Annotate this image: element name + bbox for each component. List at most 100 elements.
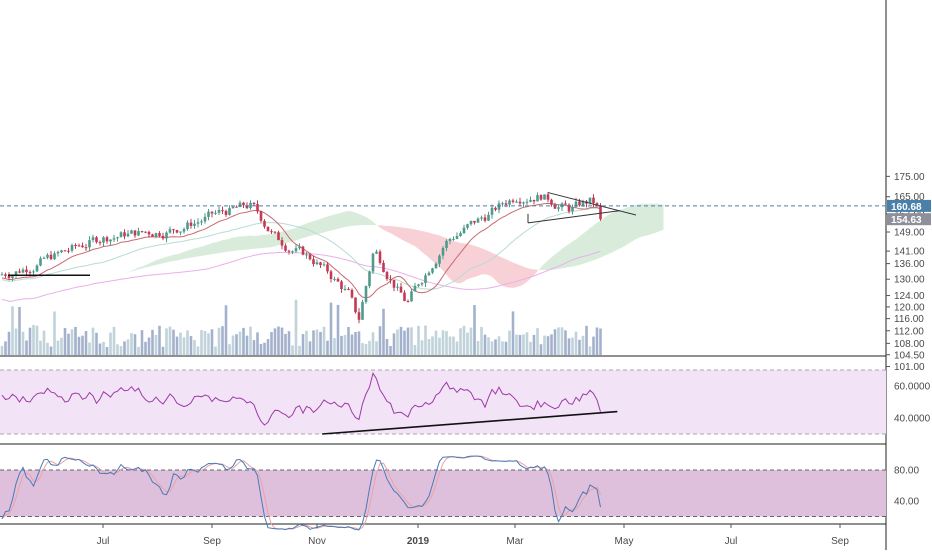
candle[interactable] bbox=[64, 250, 67, 251]
candle[interactable] bbox=[592, 194, 595, 207]
candle[interactable] bbox=[260, 211, 263, 223]
reference-price-tag[interactable]: 160.68 bbox=[887, 200, 931, 213]
candle[interactable] bbox=[67, 248, 70, 254]
candle[interactable] bbox=[207, 209, 210, 220]
candle[interactable] bbox=[71, 244, 74, 253]
candle[interactable] bbox=[295, 244, 298, 253]
candle[interactable] bbox=[60, 250, 63, 253]
candle[interactable] bbox=[480, 216, 483, 221]
candle[interactable] bbox=[340, 280, 343, 293]
candle[interactable] bbox=[183, 228, 186, 234]
candle[interactable] bbox=[144, 231, 147, 233]
candle[interactable] bbox=[232, 206, 235, 209]
candle[interactable] bbox=[536, 192, 539, 201]
candle[interactable] bbox=[22, 268, 25, 274]
candle-series[interactable] bbox=[1, 192, 602, 323]
candle[interactable] bbox=[263, 219, 266, 229]
candle[interactable] bbox=[298, 243, 301, 250]
candle[interactable] bbox=[333, 277, 336, 281]
candle[interactable] bbox=[106, 236, 109, 244]
candle[interactable] bbox=[533, 200, 536, 205]
candle[interactable] bbox=[473, 221, 476, 225]
candle[interactable] bbox=[78, 244, 81, 247]
candle[interactable] bbox=[470, 221, 473, 226]
candle[interactable] bbox=[344, 285, 347, 291]
candle[interactable] bbox=[242, 202, 245, 208]
candle[interactable] bbox=[200, 219, 203, 225]
candle[interactable] bbox=[141, 231, 144, 233]
candle[interactable] bbox=[288, 250, 291, 255]
candle[interactable] bbox=[358, 308, 361, 323]
candle[interactable] bbox=[130, 230, 133, 234]
candle[interactable] bbox=[43, 257, 46, 260]
candle[interactable] bbox=[120, 231, 123, 237]
last-price-tag[interactable]: 154.63 bbox=[887, 213, 931, 226]
candle[interactable] bbox=[428, 271, 431, 276]
candle[interactable] bbox=[137, 228, 140, 236]
candle[interactable] bbox=[1, 272, 4, 275]
candle[interactable] bbox=[113, 235, 116, 242]
candle[interactable] bbox=[417, 284, 420, 287]
candle[interactable] bbox=[540, 194, 543, 201]
candle[interactable] bbox=[323, 262, 326, 267]
candle[interactable] bbox=[228, 205, 231, 215]
candle[interactable] bbox=[347, 287, 350, 290]
candle[interactable] bbox=[312, 255, 315, 266]
candle[interactable] bbox=[389, 275, 392, 284]
candle[interactable] bbox=[456, 232, 459, 239]
candle[interactable] bbox=[134, 230, 137, 237]
candle[interactable] bbox=[585, 200, 588, 207]
candle[interactable] bbox=[459, 231, 462, 237]
candle[interactable] bbox=[162, 233, 165, 241]
candle[interactable] bbox=[379, 250, 382, 265]
candle[interactable] bbox=[498, 201, 501, 214]
candle[interactable] bbox=[403, 290, 406, 301]
candle[interactable] bbox=[88, 236, 91, 251]
candle[interactable] bbox=[571, 204, 574, 214]
candle[interactable] bbox=[431, 268, 434, 274]
candle[interactable] bbox=[165, 231, 168, 242]
candle[interactable] bbox=[501, 202, 504, 207]
candle[interactable] bbox=[214, 210, 217, 215]
candle[interactable] bbox=[564, 201, 567, 205]
candle[interactable] bbox=[512, 199, 515, 204]
candle[interactable] bbox=[197, 218, 200, 227]
candle[interactable] bbox=[386, 271, 389, 281]
candle[interactable] bbox=[109, 239, 112, 245]
candle[interactable] bbox=[522, 201, 525, 207]
candle[interactable] bbox=[382, 260, 385, 272]
candle[interactable] bbox=[218, 207, 221, 215]
candle[interactable] bbox=[36, 264, 39, 272]
candle[interactable] bbox=[284, 243, 287, 252]
candle[interactable] bbox=[375, 250, 378, 255]
candle[interactable] bbox=[211, 211, 214, 217]
candle[interactable] bbox=[235, 205, 238, 207]
candle[interactable] bbox=[302, 246, 305, 256]
candle[interactable] bbox=[253, 202, 256, 205]
candle[interactable] bbox=[414, 283, 417, 292]
candle[interactable] bbox=[225, 210, 228, 217]
price-panel[interactable] bbox=[0, 192, 886, 355]
candle[interactable] bbox=[494, 207, 497, 212]
candle[interactable] bbox=[550, 199, 553, 207]
candle[interactable] bbox=[561, 202, 564, 211]
candle[interactable] bbox=[85, 244, 88, 251]
candle[interactable] bbox=[102, 236, 105, 247]
candle[interactable] bbox=[176, 230, 179, 234]
candle[interactable] bbox=[190, 219, 193, 229]
candle[interactable] bbox=[529, 197, 532, 203]
candle[interactable] bbox=[354, 297, 357, 313]
candle[interactable] bbox=[95, 236, 98, 244]
candle[interactable] bbox=[547, 192, 550, 202]
candle[interactable] bbox=[186, 220, 189, 230]
candle[interactable] bbox=[319, 262, 322, 268]
candle[interactable] bbox=[361, 300, 364, 320]
rsi-panel[interactable] bbox=[0, 370, 886, 434]
candle[interactable] bbox=[330, 270, 333, 283]
candle[interactable] bbox=[452, 236, 455, 240]
candle[interactable] bbox=[316, 259, 319, 265]
candle[interactable] bbox=[463, 225, 466, 234]
candle[interactable] bbox=[50, 251, 53, 260]
